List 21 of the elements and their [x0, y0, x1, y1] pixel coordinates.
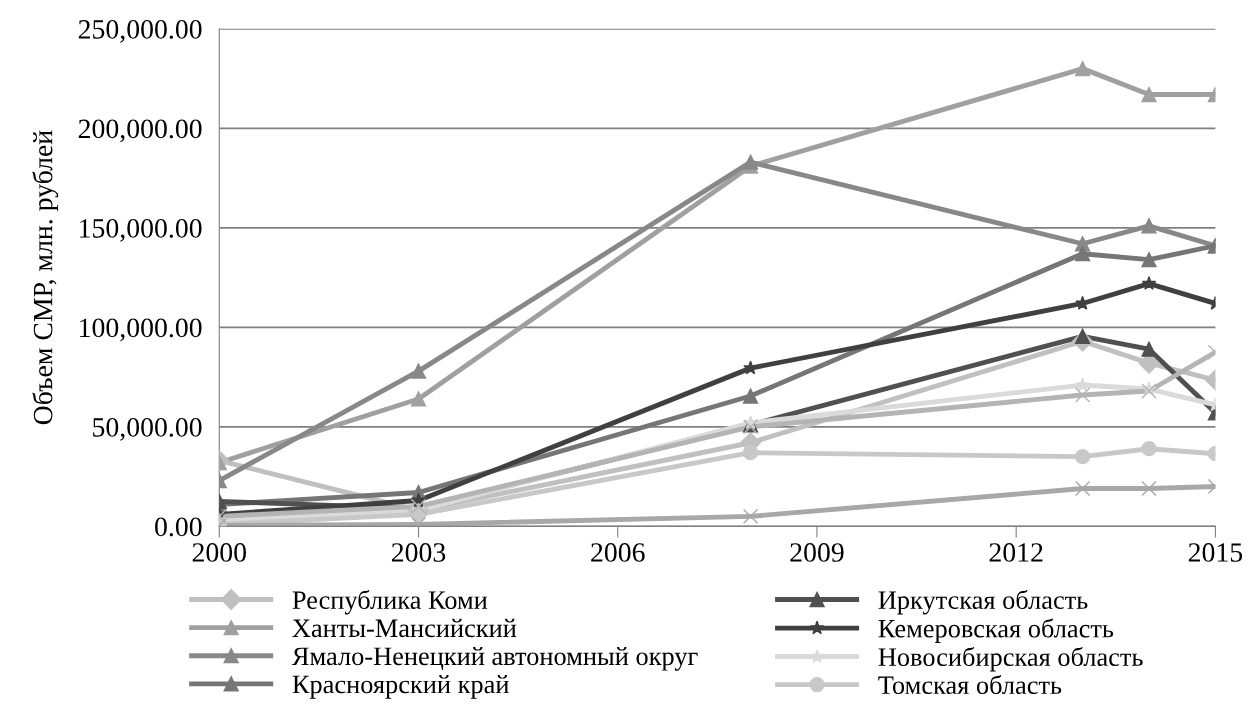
- x-tick-label: 2000: [192, 543, 246, 562]
- y-tick-label: 200,000.00: [78, 119, 202, 143]
- y-tick-label: 100,000.00: [80, 318, 202, 342]
- legend-label: Ямало-Ненецкий автономный округ: [291, 646, 698, 671]
- legend-label: Томская область: [878, 674, 1062, 695]
- x-tick-label: 2012: [989, 543, 1043, 562]
- legend-label: Красноярский край: [292, 675, 509, 699]
- legend-label: Иркутская область: [878, 589, 1088, 615]
- y-tick-label: 50,000.00: [93, 418, 202, 441]
- x-tick-label: 2015: [1188, 543, 1243, 562]
- x-tick-label: 2006: [591, 543, 645, 562]
- y-axis-title: Объем СМР, млн. рублей: [32, 130, 59, 425]
- y-tick-label: 250,000.00: [78, 20, 202, 43]
- y-tick-label: 0.00: [155, 517, 202, 537]
- legend-label: Новосибирская область: [878, 646, 1143, 672]
- x-tick-label: 2009: [790, 543, 844, 562]
- legend-label: Республика Коми: [292, 589, 488, 615]
- x-tick-label: 2003: [391, 543, 446, 562]
- legend-label: Ханты-Мансийский: [292, 618, 517, 638]
- y-tick-label: 150,000.00: [80, 219, 202, 242]
- legend-label: Кемеровская область: [878, 618, 1114, 643]
